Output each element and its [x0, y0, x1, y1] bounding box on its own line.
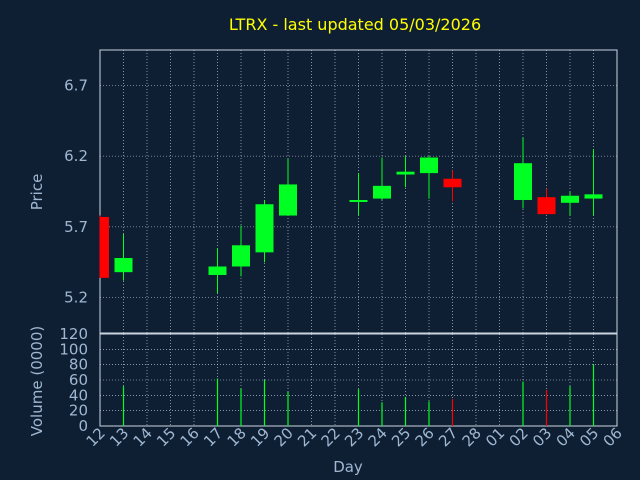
candle-body — [349, 199, 368, 202]
volume-tick-label: 60 — [69, 371, 88, 389]
candle-body — [420, 157, 438, 174]
volume-tick-label: 40 — [69, 386, 88, 404]
candle-body — [208, 266, 227, 275]
volume-tick-label: 0 — [78, 417, 88, 435]
candle-body — [584, 194, 603, 199]
candle-body — [561, 195, 579, 203]
price-tick-label: 5.7 — [64, 218, 88, 236]
candle-body — [255, 204, 274, 253]
volume-tick-label: 80 — [69, 356, 88, 374]
candle-body — [114, 258, 133, 273]
candle-body — [443, 178, 462, 188]
volume-tick-label: 120 — [59, 325, 88, 343]
candle-body — [396, 171, 415, 175]
price-tick-label: 6.7 — [64, 76, 88, 94]
day-axis-label: Day — [333, 458, 363, 476]
price-axis-label: Price — [28, 174, 46, 211]
candle-body — [373, 185, 391, 199]
candle-body — [232, 245, 250, 267]
volume-tick-label: 100 — [59, 340, 88, 358]
candle-body — [279, 184, 297, 216]
price-panel: 5.2 5.7 6.2 6.7 — [64, 49, 618, 334]
candle-body — [514, 163, 532, 200]
price-tick-label: 6.2 — [64, 147, 88, 165]
price-tick-label: 5.2 — [64, 289, 88, 307]
candle-body — [100, 216, 109, 278]
candle-body — [537, 197, 556, 215]
volume-axis-label: Volume (0000) — [28, 326, 46, 436]
chart-title: LTRX - last updated 05/03/2026 — [229, 15, 481, 34]
volume-tick-label: 20 — [69, 402, 88, 420]
